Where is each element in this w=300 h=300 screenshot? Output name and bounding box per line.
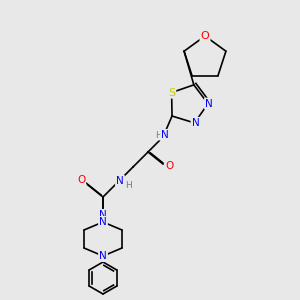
Text: O: O [77, 175, 85, 185]
Text: H: H [156, 130, 162, 140]
Text: S: S [168, 88, 175, 98]
Text: O: O [201, 31, 209, 41]
Text: N: N [99, 217, 107, 227]
Text: N: N [116, 176, 124, 186]
Text: N: N [99, 210, 107, 220]
Text: N: N [161, 130, 169, 140]
Text: N: N [192, 118, 200, 128]
Text: N: N [99, 251, 107, 261]
Text: H: H [124, 182, 131, 190]
Text: N: N [205, 99, 213, 109]
Text: O: O [165, 161, 173, 171]
